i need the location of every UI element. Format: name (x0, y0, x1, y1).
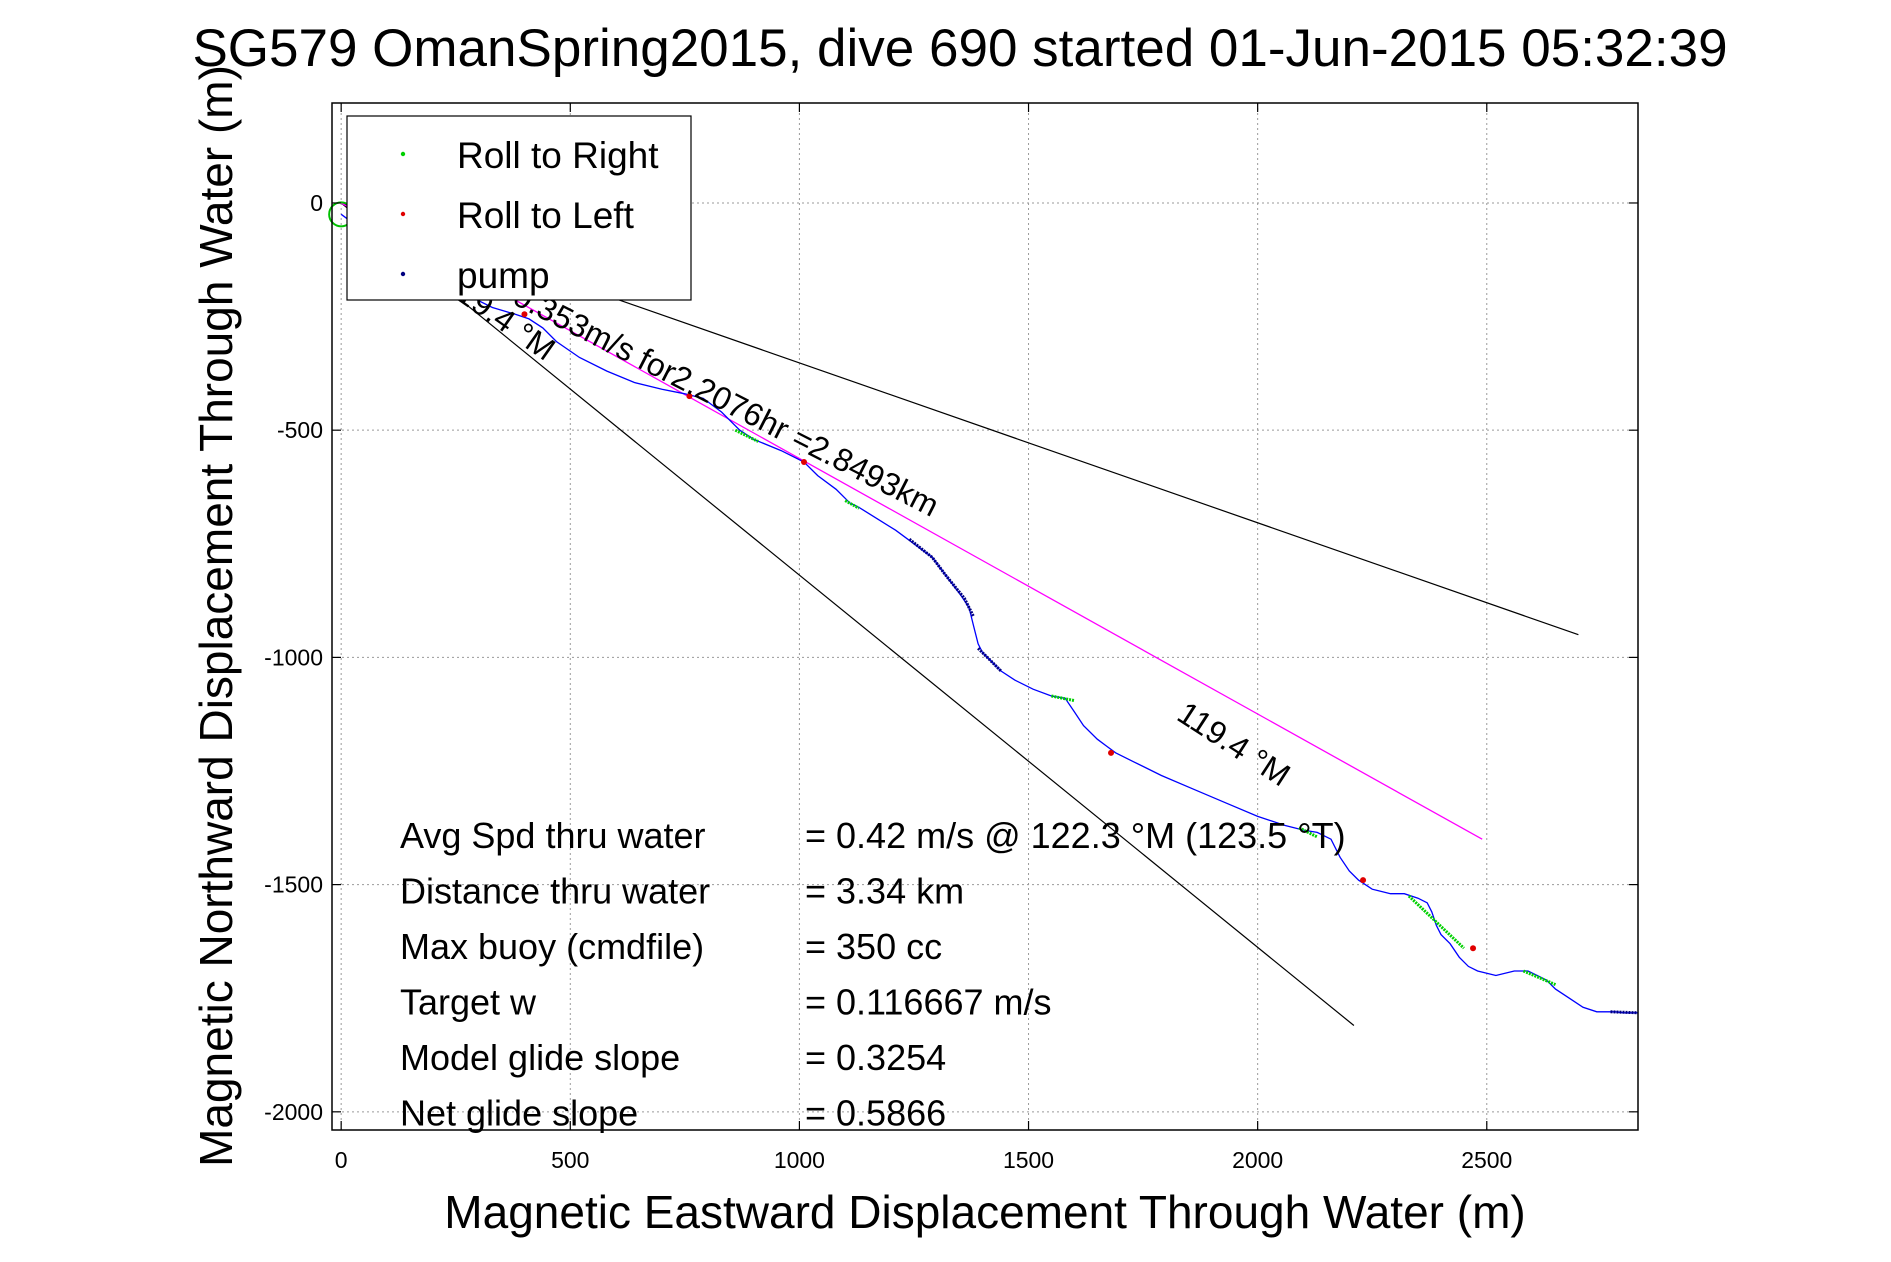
y-tick-label: -1500 (264, 872, 323, 898)
stat-value: = 0.5866 (805, 1093, 946, 1134)
stat-label: Target w (400, 982, 537, 1023)
stat-label: Net glide slope (400, 1093, 638, 1134)
stat-label: Distance thru water (400, 871, 710, 912)
stat-label: Max buoy (cmdfile) (400, 926, 704, 967)
y-tick-label: -1000 (264, 644, 323, 670)
axis-ticks: 0 500 1000 1500 2000 2500 0 -500 -1000 -1500 -2000 (264, 103, 1638, 1173)
x-tick-label: 500 (551, 1147, 589, 1173)
roll-left-point (1108, 749, 1115, 756)
x-tick-label: 2000 (1232, 1147, 1283, 1173)
roll-right-segment (844, 499, 860, 510)
roll-right-segment (1407, 894, 1465, 950)
legend-marker (400, 211, 406, 217)
dive-track (340, 213, 1638, 1014)
chart-title: SG579 OmanSpring2015, dive 690 started 0… (192, 19, 1727, 78)
bound-line (340, 202, 1355, 1026)
pump-segment (908, 538, 975, 618)
roll-left-point (1470, 945, 1477, 952)
pump-segment (1610, 1010, 1639, 1015)
x-tick-label: 0 (335, 1147, 348, 1173)
pump-series (908, 538, 1639, 1015)
stat-value: = 3.34 km (805, 871, 964, 912)
y-tick-label: -2000 (264, 1099, 323, 1125)
stat-value: = 0.3254 (805, 1037, 946, 1078)
stat-value: = 0.116667 m/s (805, 982, 1052, 1023)
pump-segment (977, 647, 1003, 673)
x-tick-label: 2500 (1461, 1147, 1512, 1173)
stat-label: Model glide slope (400, 1037, 680, 1078)
current-line (340, 202, 1483, 840)
x-tick-label: 1500 (1003, 1147, 1054, 1173)
legend: Roll to Right Roll to Left pump (346, 115, 692, 301)
legend-label: Roll to Right (457, 135, 659, 176)
legend-marker (400, 271, 406, 277)
legend-label: pump (457, 255, 550, 296)
current-vector-line (340, 202, 1483, 840)
plot-frame (331, 102, 1639, 1131)
x-axis-label: Magnetic Eastward Displacement Through W… (444, 1186, 1525, 1238)
roll-right-segment (1051, 694, 1075, 703)
stat-value: = 0.42 m/s @ 122.3 °M (123.5 °T) (805, 815, 1346, 856)
stat-label: Avg Spd thru water (400, 815, 706, 856)
dive-stats: Avg Spd thru water = 0.42 m/s @ 122.3 °M … (400, 815, 1346, 1134)
legend-marker (400, 151, 406, 157)
y-axis-label: Magnetic Northward Displacement Through … (190, 65, 242, 1167)
track-line (340, 213, 1638, 1014)
y-tick-label: -500 (277, 417, 323, 443)
roll-right-segment (734, 428, 759, 443)
roll-right-segment (1298, 826, 1318, 839)
roll-right-series (734, 428, 1557, 986)
roll-left-series (521, 311, 1477, 952)
legend-box (346, 115, 692, 301)
roll-left-point (1360, 877, 1367, 884)
legend-label: Roll to Left (457, 195, 635, 236)
roll-left-point (686, 393, 693, 400)
y-tick-label: 0 (310, 190, 323, 216)
x-tick-label: 1000 (774, 1147, 825, 1173)
roll-left-point (800, 458, 807, 465)
roll-left-point (521, 311, 528, 318)
stat-value: = 350 cc (805, 926, 942, 967)
